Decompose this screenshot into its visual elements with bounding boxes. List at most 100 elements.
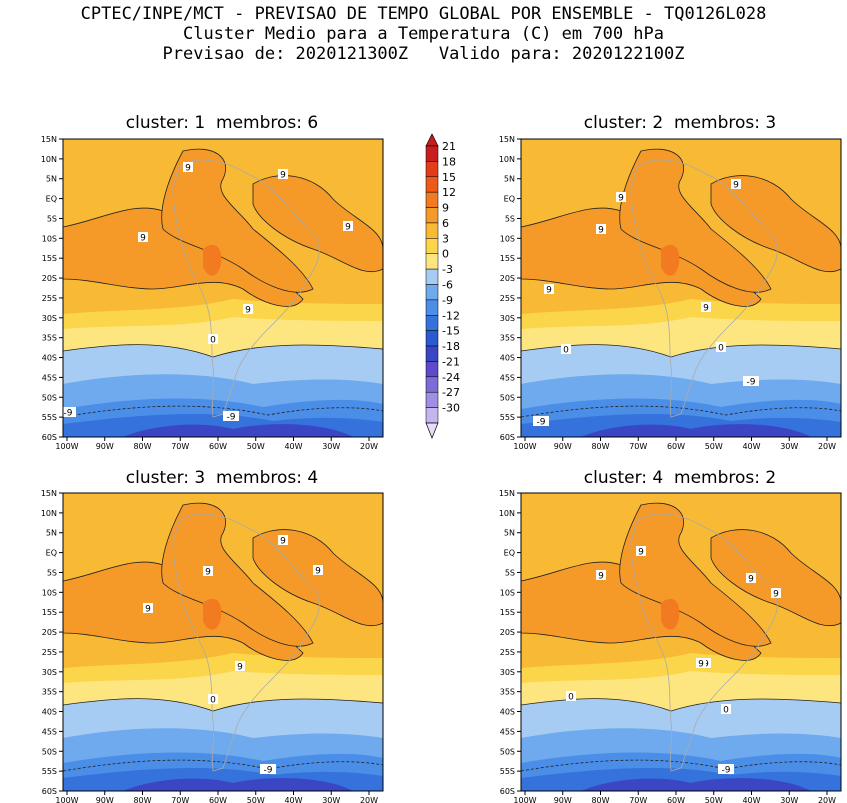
lon-label: 20W	[818, 442, 836, 451]
lat-label: 15N	[41, 489, 57, 498]
map-panel-1: 9 9 9 9 9 0 -9 -9 15N 10N 5N EQ 5S 10S 15S 20S 25S 30S 35S…	[41, 135, 384, 451]
contour-label: 9	[731, 179, 741, 191]
contour-label: -9	[533, 416, 549, 428]
contour-label: -9	[223, 411, 239, 423]
contour-label-bg	[143, 603, 153, 613]
contour-label: 9	[596, 224, 606, 236]
colorbar-label: -15	[442, 325, 460, 338]
lon-label: 40W	[742, 796, 760, 803]
contour-label-text: 0	[210, 696, 216, 706]
contour-label-text: 9	[598, 226, 604, 236]
colorbar-label: -9	[442, 294, 453, 307]
colorbar-swatch	[425, 268, 439, 285]
panel-frame	[62, 138, 384, 438]
lat-label: 50S	[500, 747, 515, 756]
lat-label: 10S	[500, 588, 515, 597]
contour-label: 9	[696, 658, 706, 670]
contour-label-text: 0	[563, 346, 569, 356]
lat-label: 10N	[41, 509, 57, 518]
contour-label: 9	[243, 304, 253, 316]
contour-label-bg	[278, 169, 288, 179]
colorbar-label: -3	[442, 263, 453, 276]
contour-label: -9	[718, 764, 734, 776]
lat-label: 10S	[42, 234, 57, 243]
map-panel-3: 9 9 9 9 9 0 -9 15N 10N 5N EQ 5S 10S 15S 20S 25S 30S 35S 40…	[41, 489, 384, 803]
contour-label-bg	[243, 304, 253, 314]
contour-label-text: 9	[773, 590, 779, 600]
contour-label-text: 9	[245, 306, 251, 316]
contour-label: 9	[278, 169, 288, 181]
lat-label: 60S	[42, 787, 57, 796]
lat-label: 5S	[47, 568, 57, 577]
lon-label: 100W	[55, 442, 78, 451]
lon-label: 20W	[360, 796, 378, 803]
contour-label-bg	[716, 342, 726, 352]
colorbar-label: 3	[442, 232, 449, 245]
colorbar-swatch	[425, 207, 439, 224]
lon-label: 90W	[96, 442, 114, 451]
contour-label-bg	[566, 691, 576, 701]
contour-label-bg	[223, 411, 239, 421]
contour-label: 0	[566, 691, 576, 703]
contour-label-text: -9	[64, 409, 73, 419]
colorbar-swatch	[425, 176, 439, 193]
lat-label: 60S	[500, 433, 515, 442]
lat-label: 45S	[500, 373, 515, 382]
lat-label: 50S	[42, 393, 57, 402]
colorbar-label: 15	[442, 171, 456, 184]
contour-label-bg	[138, 232, 148, 242]
lon-label: 100W	[513, 442, 536, 451]
contour-label-bg	[235, 661, 245, 671]
lat-label: EQ	[504, 195, 515, 204]
lat-label: 35S	[42, 688, 57, 697]
contour-label-bg	[771, 588, 781, 598]
colorbar-arrow-top	[425, 133, 439, 147]
lon-label: 90W	[96, 796, 114, 803]
lon-label: 50W	[247, 442, 265, 451]
lat-label: 40S	[500, 354, 515, 363]
contour-label-text: 9	[145, 605, 151, 615]
contour-label-bg	[636, 546, 646, 556]
contour-label: 9	[183, 162, 193, 174]
lon-label: 30W	[322, 796, 340, 803]
colorbar-swatch	[425, 361, 439, 378]
colorbar-swatch	[425, 407, 439, 424]
lon-label: 20W	[818, 796, 836, 803]
contour-label-bg	[746, 573, 756, 583]
panel-frame	[520, 492, 842, 792]
contour-label: 9	[343, 221, 353, 233]
contour-label: 9	[203, 566, 213, 578]
contour-label-text: 9	[618, 194, 624, 204]
contour-label-text: 9	[140, 234, 146, 244]
lat-label: 30S	[500, 314, 515, 323]
contour-label-bg	[743, 376, 759, 386]
contour-label-text: 0	[568, 693, 574, 703]
contour-label-bg	[203, 566, 213, 576]
colorbar-swatch	[425, 345, 439, 362]
contour-label-bg	[183, 162, 193, 172]
lat-label: 30S	[42, 314, 57, 323]
lat-label: 20S	[500, 274, 515, 283]
lat-label: 50S	[42, 747, 57, 756]
colorbar-label: -30	[442, 402, 460, 415]
contour-label: 0	[561, 344, 571, 356]
lat-label: 25S	[42, 648, 57, 657]
lon-label: 50W	[705, 442, 723, 451]
lat-label: 5S	[505, 568, 515, 577]
contour-label: 9	[138, 232, 148, 244]
contour-label-text: 9	[703, 660, 709, 670]
contour-label: 0	[208, 694, 218, 706]
lat-label: EQ	[46, 195, 57, 204]
contour-label: 9	[771, 588, 781, 600]
lon-label: 80W	[133, 442, 151, 451]
lon-label: 70W	[171, 442, 189, 451]
lon-label: 30W	[780, 442, 798, 451]
lat-label: EQ	[504, 549, 515, 558]
colorbar-swatch	[425, 299, 439, 316]
colorbar-swatch	[425, 376, 439, 393]
contour-label-bg	[561, 344, 571, 354]
contour-label-text: 0	[723, 706, 729, 716]
lat-label: 20S	[42, 274, 57, 283]
contour-label-text: 0	[718, 344, 724, 354]
